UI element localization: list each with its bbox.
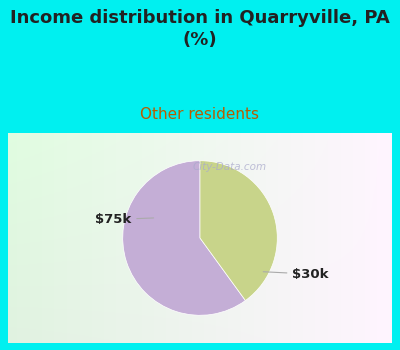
Text: Income distribution in Quarryville, PA
(%): Income distribution in Quarryville, PA (… [10,9,390,49]
Text: $30k: $30k [263,268,329,281]
Wedge shape [123,161,246,315]
Text: Other residents: Other residents [140,107,260,122]
Text: City-Data.com: City-Data.com [192,162,266,173]
Wedge shape [200,161,277,301]
Text: $75k: $75k [95,213,154,226]
